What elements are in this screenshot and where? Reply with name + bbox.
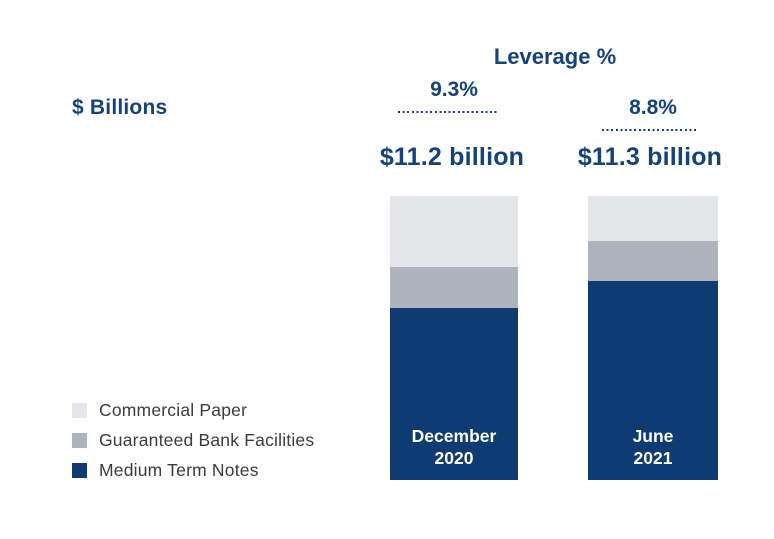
- legend-label: Medium Term Notes: [99, 459, 259, 480]
- bar-segment-commercial-paper: [588, 196, 718, 242]
- bar-category-line-1: June: [632, 426, 674, 446]
- legend-item-medium-term-notes: Medium Term Notes: [72, 455, 314, 485]
- dotted-underline-jun-2021: [602, 129, 697, 131]
- bar-segment-guaranteed-bank-facilities: [390, 267, 518, 308]
- legend-swatch-guaranteed-bank-facilities: [72, 432, 87, 448]
- legend-swatch-commercial-paper: [72, 402, 87, 418]
- bar-category-label: December 2020: [390, 425, 518, 469]
- bar-segment-commercial-paper: [390, 196, 518, 267]
- legend-label: Commercial Paper: [99, 399, 248, 420]
- dotted-underline-dec-2020: [398, 111, 497, 113]
- bar-total-jun-2021: $11.3 billion: [577, 143, 723, 171]
- chart-title: Leverage %: [493, 44, 617, 69]
- y-axis-unit-label: $ Billions: [72, 96, 168, 119]
- legend-label: Guaranteed Bank Facilities: [99, 429, 315, 450]
- stacked-bar-dec-2020: December 2020: [390, 196, 518, 480]
- legend-item-guaranteed-bank-facilities: Guaranteed Bank Facilities: [72, 425, 314, 455]
- legend: Commercial Paper Guaranteed Bank Facilit…: [72, 395, 314, 485]
- bar-segment-guaranteed-bank-facilities: [588, 241, 718, 282]
- stacked-bar-jun-2021: June 2021: [588, 196, 718, 480]
- bar-segment-medium-term-notes: [390, 307, 518, 480]
- leverage-value-dec-2020: 9.3%: [430, 78, 478, 101]
- bar-total-dec-2020: $11.2 billion: [379, 143, 525, 171]
- legend-item-commercial-paper: Commercial Paper: [72, 395, 314, 425]
- bar-category-line-2: 2020: [434, 448, 474, 468]
- bar-segment-medium-term-notes: [588, 281, 718, 480]
- bar-category-label: June 2021: [588, 425, 718, 469]
- bar-category-line-2: 2021: [633, 448, 673, 468]
- leverage-value-jun-2021: 8.8%: [629, 96, 677, 119]
- legend-swatch-medium-term-notes: [72, 462, 87, 478]
- bar-category-line-1: December: [411, 426, 497, 446]
